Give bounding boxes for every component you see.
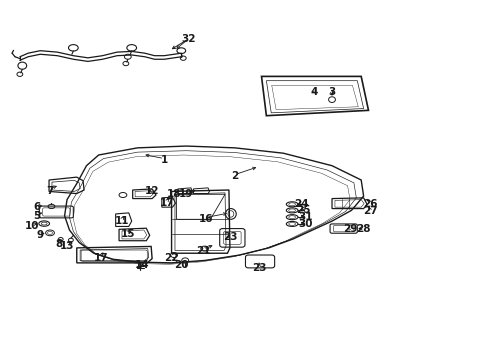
Text: 3: 3 xyxy=(328,87,335,98)
Text: 5: 5 xyxy=(33,211,41,221)
Text: 24: 24 xyxy=(294,199,308,209)
Text: 16: 16 xyxy=(198,214,212,224)
Text: 11: 11 xyxy=(115,216,129,226)
Text: 4: 4 xyxy=(310,87,317,98)
Text: 19: 19 xyxy=(179,189,193,199)
Text: 26: 26 xyxy=(362,199,376,209)
Text: 23: 23 xyxy=(251,262,266,273)
Text: 7: 7 xyxy=(46,186,54,196)
Text: 23: 23 xyxy=(222,232,237,242)
Text: 25: 25 xyxy=(296,205,310,215)
Text: 12: 12 xyxy=(144,186,159,197)
Text: 13: 13 xyxy=(60,241,74,251)
Text: 17: 17 xyxy=(159,198,174,208)
Text: 9: 9 xyxy=(37,230,44,240)
Text: 2: 2 xyxy=(231,171,238,181)
Text: 30: 30 xyxy=(297,219,312,229)
Text: 15: 15 xyxy=(121,229,135,239)
Text: 6: 6 xyxy=(33,202,41,212)
Text: 21: 21 xyxy=(196,246,210,256)
Text: 31: 31 xyxy=(297,212,312,222)
Text: 29: 29 xyxy=(343,224,357,234)
Text: 32: 32 xyxy=(181,34,195,44)
Text: 20: 20 xyxy=(174,260,188,270)
Text: 27: 27 xyxy=(362,206,376,216)
Text: 8: 8 xyxy=(55,239,62,249)
Text: 17: 17 xyxy=(94,252,108,262)
Text: 28: 28 xyxy=(356,224,370,234)
Text: 10: 10 xyxy=(25,221,39,231)
Text: 1: 1 xyxy=(161,156,167,165)
Text: 18: 18 xyxy=(167,189,182,199)
Text: 14: 14 xyxy=(135,260,149,270)
Text: 22: 22 xyxy=(164,253,179,263)
